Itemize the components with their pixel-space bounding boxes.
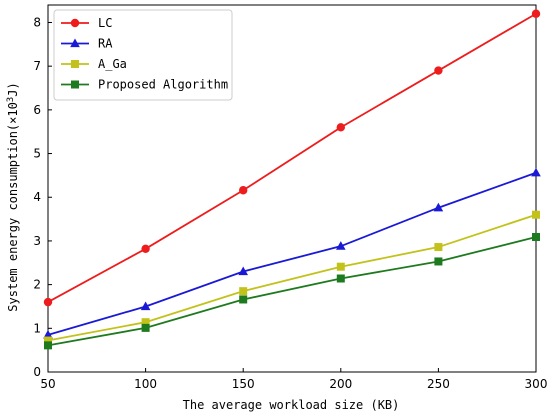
data-point-proposed-algorithm	[434, 257, 443, 266]
legend-marker-lc	[70, 18, 80, 28]
data-point-ra	[433, 202, 444, 212]
y-tick-label: 3	[33, 234, 41, 248]
y-axis-title: System energy consumption(×103J)	[6, 82, 20, 311]
series-line-proposed-algorithm	[47, 236, 537, 347]
y-axis-title-tail: J)	[6, 82, 20, 96]
axes: 50 100 150 200 250 300 0 1 2 3 4 5 6 7 8	[33, 4, 548, 391]
data-point-a-ga	[336, 262, 345, 271]
series-line-ra	[47, 171, 537, 336]
x-tick-label: 50	[40, 377, 55, 391]
legend-marker-a-ga	[71, 60, 79, 68]
series-lc	[43, 9, 541, 307]
data-point-proposed-algorithm	[532, 232, 540, 241]
y-tick-label: 1	[33, 321, 41, 335]
data-point-ra	[336, 241, 346, 250]
data-point-proposed-algorithm	[141, 323, 150, 332]
data-point-proposed-algorithm	[239, 295, 248, 304]
data-point-lc	[336, 123, 345, 132]
x-tick-label: 150	[232, 377, 255, 391]
legend-marker-ra	[70, 38, 80, 48]
y-tick-label: 7	[33, 59, 41, 73]
legend-label-ra: RA	[98, 37, 113, 51]
y-tick-label: 4	[33, 190, 41, 204]
y-axis-title-superscript: 3	[6, 97, 16, 102]
legend: LC RA A_Ga Proposed Algorithm	[53, 9, 233, 101]
plot-frame	[47, 4, 537, 373]
y-tick-label: 2	[33, 278, 41, 292]
data-point-proposed-algorithm	[336, 274, 345, 283]
data-point-lc	[141, 244, 150, 253]
data-point-ra	[531, 167, 541, 177]
y-tick-label: 6	[33, 103, 41, 117]
data-point-lc	[43, 297, 53, 307]
data-point-proposed-algorithm	[44, 341, 52, 350]
data-point-a-ga	[239, 287, 248, 296]
y-tick-label: 5	[33, 147, 41, 161]
y-tick-label: 0	[33, 365, 41, 379]
y-tick-label: 8	[33, 15, 41, 29]
data-point-a-ga	[141, 318, 150, 327]
x-tick-label: 250	[427, 377, 450, 391]
y-axis-title-main: System energy consumption(×10	[6, 102, 20, 312]
data-point-ra	[140, 301, 151, 311]
legend-label-lc: LC	[98, 16, 112, 30]
data-point-lc	[239, 186, 248, 195]
legend-label-proposed-algorithm: Proposed Algorithm	[98, 78, 228, 92]
legend-label-a-ga: A_Ga	[98, 57, 127, 71]
series-ra	[43, 167, 541, 339]
legend-box	[53, 9, 233, 101]
data-point-a-ga	[532, 210, 540, 219]
data-point-ra	[238, 266, 248, 276]
data-point-a-ga	[434, 243, 443, 252]
series-proposed-algorithm	[44, 232, 540, 350]
data-point-lc	[434, 66, 443, 75]
series-line-lc	[47, 12, 537, 303]
data-point-lc	[531, 9, 541, 18]
data-point-ra	[43, 329, 53, 339]
x-tick-label: 300	[525, 377, 548, 391]
series-lines	[43, 9, 541, 350]
x-tick-label: 200	[329, 377, 352, 391]
legend-marker-proposed-algorithm	[71, 80, 79, 89]
x-tick-label: 100	[134, 377, 157, 391]
x-axis-title: The average workload size (KB)	[183, 398, 400, 412]
data-point-a-ga	[44, 336, 52, 345]
series-line-a-ga	[47, 213, 537, 342]
series-a-ga	[44, 210, 540, 345]
